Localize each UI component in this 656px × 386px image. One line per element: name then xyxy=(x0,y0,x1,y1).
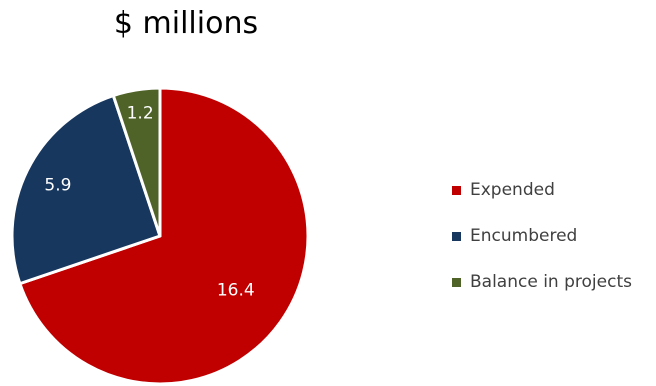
data-label-encumbered: 5.9 xyxy=(44,175,71,195)
legend-swatch-expended xyxy=(452,185,461,195)
legend-item-expended: Expended xyxy=(452,178,632,202)
pie-slice-expended xyxy=(18,86,310,386)
data-label-expended: 16.4 xyxy=(217,280,255,300)
chart-title: $ millions xyxy=(113,6,259,41)
legend-swatch-balance-in-projects xyxy=(452,277,461,287)
legend-label-balance-in-projects: Balance in projects xyxy=(470,272,632,292)
legend-label-expended: Expended xyxy=(470,180,555,200)
legend-swatch-encumbered xyxy=(452,231,461,241)
pie-slice-encumbered xyxy=(10,94,162,286)
pie-slice-balance-in-projects xyxy=(111,86,162,238)
legend-item-balance-in-projects: Balance in projects xyxy=(452,270,632,294)
legend-label-encumbered: Encumbered xyxy=(470,226,578,246)
legend: Expended Encumbered Balance in projects xyxy=(452,178,632,316)
data-label-balance-in-projects: 1.2 xyxy=(127,103,154,123)
legend-item-encumbered: Encumbered xyxy=(452,224,632,248)
